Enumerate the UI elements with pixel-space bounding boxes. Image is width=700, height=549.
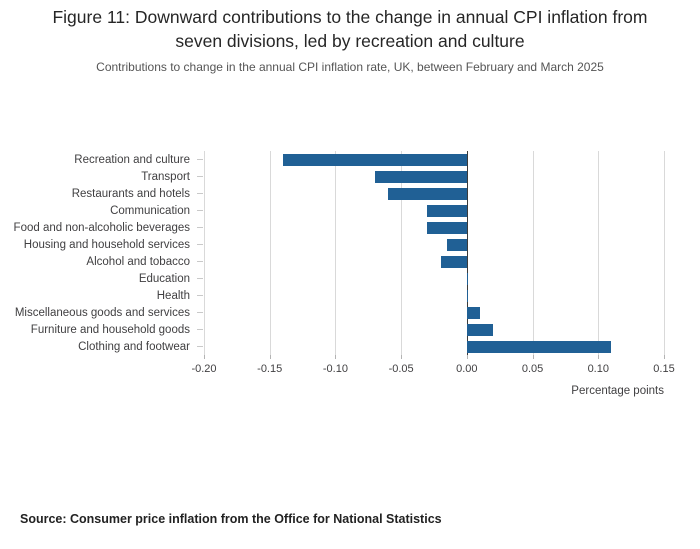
bar xyxy=(466,289,468,302)
bar xyxy=(388,187,467,200)
category-label: Recreation and culture xyxy=(74,154,190,166)
y-axis-tick xyxy=(197,312,203,313)
category-label: Furniture and household goods xyxy=(30,324,190,336)
category-label: Housing and household services xyxy=(23,239,190,251)
bar xyxy=(447,238,467,251)
gridline xyxy=(532,151,534,355)
gridline xyxy=(664,151,665,355)
gridline xyxy=(335,151,337,355)
gridline xyxy=(598,151,600,355)
y-axis-tick xyxy=(197,193,203,194)
category-label: Transport xyxy=(141,171,190,183)
y-axis-tick xyxy=(197,210,203,211)
category-label: Education xyxy=(138,273,190,285)
source-note: Source: Consumer price inflation from th… xyxy=(20,512,442,526)
y-axis-tick xyxy=(197,278,203,279)
y-axis-tick xyxy=(197,346,203,347)
category-label: Clothing and footwear xyxy=(78,341,190,353)
x-tick-label: -0.15 xyxy=(257,363,283,375)
x-tick-label: 0.15 xyxy=(653,363,675,375)
y-axis-tick xyxy=(197,227,203,228)
x-tick-label: -0.10 xyxy=(322,363,348,375)
chart-title: Figure 11: Downward contributions to the… xyxy=(52,7,648,51)
x-tick-label: 0.05 xyxy=(521,363,544,375)
x-axis-tick xyxy=(466,355,468,359)
bar xyxy=(427,221,467,234)
y-axis-tick xyxy=(197,261,203,262)
plot-area: -0.20 -0.15 -0.10 -0.05 0.00 0.05 0.10 0.15 Recr… xyxy=(0,151,700,421)
bar xyxy=(282,153,467,166)
x-tick-label: -0.20 xyxy=(191,363,217,375)
x-axis-label: Percentage points xyxy=(571,385,664,397)
x-tick-label: -0.05 xyxy=(388,363,414,375)
y-axis-tick xyxy=(197,295,203,296)
bar xyxy=(374,170,467,183)
bar xyxy=(466,306,480,319)
gridline xyxy=(204,151,205,355)
x-axis-tick xyxy=(532,355,534,359)
y-axis-tick xyxy=(197,159,203,160)
category-label: Restaurants and hotels xyxy=(71,188,190,200)
chart-subtitle: Contributions to change in the annual CP… xyxy=(96,60,604,74)
category-label: Health xyxy=(156,290,190,302)
y-axis-tick xyxy=(197,176,203,177)
bar xyxy=(466,340,612,353)
gridline xyxy=(401,151,403,355)
category-label: Miscellaneous goods and services xyxy=(14,307,190,319)
bar xyxy=(466,272,468,285)
x-axis-tick xyxy=(401,355,403,359)
category-label: Alcohol and tobacco xyxy=(86,256,190,268)
category-label: Food and non-alcoholic beverages xyxy=(13,222,190,234)
category-label: Communication xyxy=(110,205,190,217)
x-tick-label: 0.10 xyxy=(587,363,609,375)
x-tick-label: 0.00 xyxy=(456,363,478,375)
bar xyxy=(466,323,494,336)
x-axis-tick xyxy=(204,355,205,359)
y-axis-tick xyxy=(197,244,203,245)
x-axis-tick xyxy=(269,355,271,359)
gridline xyxy=(269,151,271,355)
bar xyxy=(427,204,467,217)
bar-chart: -0.20 -0.15 -0.10 -0.05 0.00 0.05 0.10 0.15 Recr… xyxy=(0,151,700,421)
bar xyxy=(440,255,467,268)
x-axis-tick xyxy=(598,355,600,359)
x-axis-tick xyxy=(664,355,665,359)
x-axis-tick xyxy=(335,355,337,359)
zero-gridline xyxy=(466,151,468,355)
y-axis-tick xyxy=(197,329,203,330)
